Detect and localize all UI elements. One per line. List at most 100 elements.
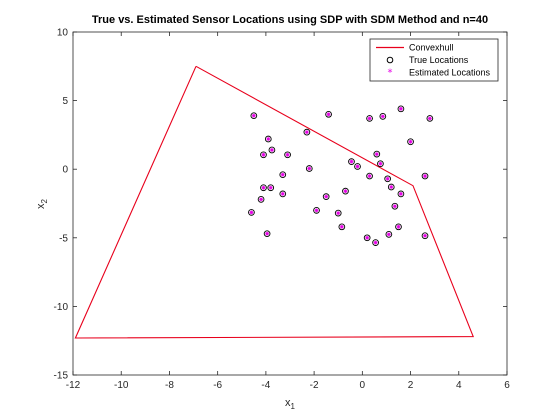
true-location-point bbox=[250, 112, 258, 120]
true-location-point bbox=[263, 230, 271, 238]
x-axis-label-base: x bbox=[285, 397, 291, 409]
true-location-point bbox=[366, 172, 373, 180]
estimated-locations-layer bbox=[249, 106, 432, 245]
estimated-location-point bbox=[266, 137, 271, 141]
true-location-point bbox=[325, 110, 332, 118]
legend-true-swatch bbox=[386, 56, 394, 64]
true-location-point bbox=[284, 151, 291, 159]
y-axis-label-base: x bbox=[35, 203, 47, 209]
estimated-location-point bbox=[304, 130, 309, 135]
true-location-point bbox=[366, 115, 373, 122]
estimated-location-point bbox=[408, 139, 413, 144]
estimated-location-point bbox=[378, 161, 383, 166]
true-location-point bbox=[379, 113, 387, 120]
true-location-point bbox=[267, 184, 275, 192]
true-location-point bbox=[279, 190, 287, 198]
estimated-location-point bbox=[251, 113, 256, 118]
estimated-location-point bbox=[261, 152, 266, 157]
estimated-location-point bbox=[355, 164, 360, 169]
estimated-location-point bbox=[285, 152, 290, 157]
true-location-point bbox=[397, 190, 405, 198]
legend-estimated-label: Estimated Locations bbox=[409, 68, 491, 78]
y-tick-label: -10 bbox=[54, 302, 69, 313]
convex-hull-line bbox=[74, 65, 475, 339]
estimated-location-point bbox=[265, 231, 269, 236]
estimated-location-point bbox=[385, 176, 390, 181]
x-axis-label: x1 bbox=[285, 397, 296, 411]
estimated-location-point bbox=[380, 114, 385, 119]
estimated-location-point bbox=[392, 204, 397, 209]
x-tick-label: -2 bbox=[310, 380, 319, 391]
estimated-location-point bbox=[339, 224, 344, 229]
legend-convexhull-label: Convexhull bbox=[409, 43, 454, 53]
estimated-location-point bbox=[365, 235, 370, 240]
estimated-location-point bbox=[314, 208, 319, 213]
true-location-point bbox=[322, 193, 330, 200]
estimated-location-point bbox=[259, 197, 263, 202]
estimated-location-point bbox=[249, 210, 254, 215]
true-location-point bbox=[426, 115, 434, 122]
estimated-location-point bbox=[423, 174, 427, 178]
true-location-point bbox=[279, 171, 287, 179]
true-location-point bbox=[377, 160, 384, 168]
y-tick-label: -15 bbox=[54, 371, 69, 382]
estimated-location-point bbox=[389, 185, 394, 189]
convex-hull-layer bbox=[74, 65, 475, 339]
x-tick-label: -4 bbox=[261, 380, 270, 391]
estimated-location-point bbox=[367, 116, 372, 121]
legend-estimated-swatch: * bbox=[388, 68, 393, 79]
true-location-point bbox=[260, 184, 267, 192]
estimated-location-point bbox=[399, 106, 403, 111]
y-tick-label: 0 bbox=[62, 165, 68, 176]
x-tick-label: -6 bbox=[213, 380, 222, 391]
y-axis-label-sub: 2 bbox=[40, 198, 49, 203]
estimated-location-point bbox=[270, 148, 274, 152]
estimated-location-point bbox=[307, 166, 312, 171]
estimated-location-point bbox=[349, 159, 354, 164]
estimated-location-point bbox=[280, 191, 285, 196]
true-location-point bbox=[338, 223, 346, 231]
true-location-point bbox=[397, 105, 405, 113]
legend-box bbox=[369, 38, 499, 82]
estimated-location-point bbox=[423, 233, 427, 238]
true-location-point bbox=[363, 234, 371, 242]
y-tick-label: -5 bbox=[59, 233, 68, 244]
estimated-location-point bbox=[343, 189, 348, 194]
x-tick-label: 6 bbox=[504, 380, 510, 391]
true-location-point bbox=[248, 209, 255, 216]
estimated-location-point bbox=[326, 112, 331, 117]
true-location-point bbox=[257, 196, 265, 203]
x-tick-label: 4 bbox=[456, 380, 462, 391]
y-axis-ticks: -15 -10 -5 0 5 10 bbox=[54, 28, 507, 382]
true-location-point bbox=[348, 158, 355, 166]
axes-box bbox=[72, 31, 508, 376]
estimated-location-point bbox=[324, 194, 329, 199]
true-location-point bbox=[334, 209, 342, 217]
true-location-point bbox=[372, 239, 379, 246]
estimated-location-point bbox=[399, 191, 403, 196]
true-location-point bbox=[421, 172, 429, 180]
true-location-point bbox=[305, 165, 313, 172]
true-location-point bbox=[303, 128, 311, 136]
estimated-location-point bbox=[386, 232, 391, 237]
x-tick-label: 2 bbox=[408, 380, 414, 391]
estimated-location-point bbox=[336, 211, 341, 216]
estimated-location-point bbox=[280, 172, 285, 177]
x-tick-label: -12 bbox=[66, 380, 81, 391]
true-location-point bbox=[384, 175, 392, 183]
x-axis-label-sub: 1 bbox=[291, 402, 296, 411]
true-location-point bbox=[391, 202, 399, 210]
chart-title: True vs. Estimated Sensor Locations usin… bbox=[92, 14, 488, 26]
y-tick-label: 10 bbox=[57, 28, 69, 39]
true-location-point bbox=[385, 231, 393, 238]
x-tick-label: -8 bbox=[165, 380, 174, 391]
plot-area bbox=[72, 31, 508, 376]
true-location-point bbox=[354, 163, 361, 170]
true-location-point bbox=[313, 207, 320, 214]
x-tick-label: -10 bbox=[114, 380, 129, 391]
estimated-location-point bbox=[396, 224, 401, 229]
true-location-point bbox=[260, 151, 267, 159]
x-axis-ticks: -12 -10 -8 -6 -4 -2 0 2 4 6 bbox=[66, 32, 510, 391]
true-location-point bbox=[387, 183, 395, 191]
